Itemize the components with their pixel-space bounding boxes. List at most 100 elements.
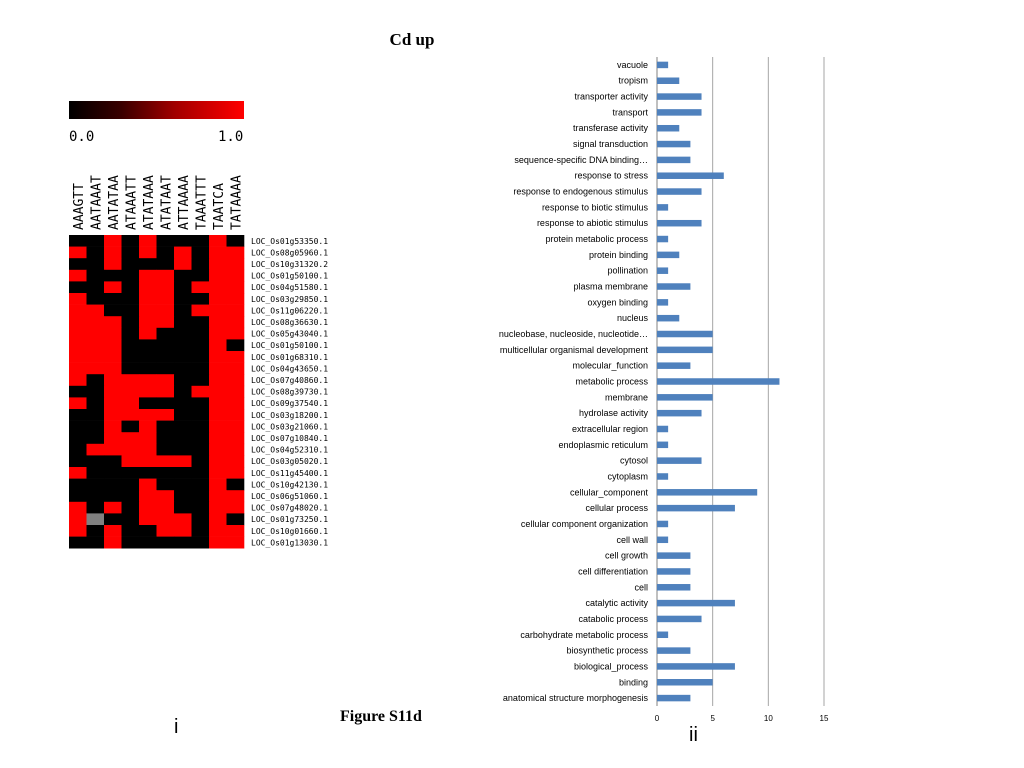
heatmap-chart: AAAGTT AATAAAT AATATAA ATAAATT ATATAAA ATATAA… (69, 175, 328, 549)
heatmap-cell (104, 293, 122, 305)
bar (657, 204, 669, 211)
heatmap-cell (121, 420, 140, 433)
heatmap-cell (104, 455, 122, 468)
heatmap-cell (191, 235, 210, 247)
heatmap-cell (104, 467, 122, 479)
heatmap-cell (174, 478, 192, 491)
heatmap-cell (226, 397, 245, 410)
heatmap-cell (156, 258, 175, 271)
category-label: transport (612, 107, 648, 117)
heatmap-cell (156, 443, 175, 456)
heatmap-column-label: ATATAAT (159, 175, 174, 230)
heatmap-cell (121, 258, 140, 271)
heatmap-cell (226, 351, 245, 363)
colorbar-max-label: 1.0 (218, 129, 244, 145)
heatmap-cell (209, 536, 227, 549)
category-label: plasma membrane (573, 282, 648, 292)
bar (657, 330, 713, 338)
bar (657, 61, 669, 69)
heatmap-cell (209, 420, 227, 433)
bar (657, 694, 691, 702)
category-label: tropism (618, 76, 648, 86)
heatmap-column-label: AATATAA (107, 175, 122, 230)
bar (657, 584, 691, 591)
bar (657, 473, 669, 480)
x-tick-label: 10 (764, 714, 773, 723)
heatmap-cell (139, 235, 157, 247)
heatmap-cell (226, 304, 245, 317)
bar (657, 299, 669, 306)
heatmap-cell (104, 397, 122, 410)
heatmap-cell (174, 246, 192, 259)
heatmap-row-label: LOC_Os08g39730.1 (251, 388, 328, 397)
heatmap-cell (86, 374, 105, 387)
heatmap-cell (121, 467, 140, 479)
heatmap-column-label: ATATAAA (142, 175, 157, 230)
heatmap-cell (86, 246, 105, 259)
category-label: cellular process (585, 503, 648, 513)
heatmap-cell (226, 409, 245, 421)
heatmap-cell (139, 525, 157, 537)
category-label: cell differentiation (578, 566, 648, 576)
heatmap-cell (86, 316, 105, 329)
x-tick-label: 15 (820, 714, 829, 723)
category-label: response to stress (574, 171, 648, 181)
category-label: nucleus (617, 313, 649, 323)
bar (657, 251, 680, 259)
heatmap-cell (226, 374, 245, 387)
heatmap-row-label: LOC_Os11g06220.1 (251, 306, 328, 315)
heatmap-cell (86, 258, 105, 271)
heatmap-cell (156, 455, 175, 468)
heatmap-row-label: LOC_Os07g40860.1 (251, 376, 328, 385)
heatmap-cell (156, 351, 175, 363)
heatmap-cell (191, 293, 210, 305)
heatmap-cell (191, 501, 210, 514)
heatmap-cell (86, 467, 105, 479)
heatmap-cell (156, 501, 175, 514)
category-label: response to abiotic stimulus (537, 218, 649, 228)
heatmap-cell (104, 269, 122, 282)
heatmap-cell (191, 327, 210, 340)
heatmap-cell (156, 327, 175, 340)
heatmap-cell (104, 385, 122, 398)
heatmap-row-label: LOC_Os07g48020.1 (251, 504, 328, 513)
heatmap-cell (86, 409, 105, 421)
heatmap-column-label: ATAAATT (124, 175, 139, 230)
heatmap-cell (191, 525, 210, 537)
bar (657, 441, 669, 449)
heatmap-cell (69, 304, 87, 317)
category-label: oxygen binding (587, 297, 648, 307)
bar (657, 520, 669, 528)
heatmap-cell (69, 281, 87, 294)
heatmap-cell (191, 478, 210, 491)
heatmap-cell (139, 362, 157, 375)
heatmap-cell (139, 246, 157, 259)
heatmap-cell (156, 536, 175, 549)
heatmap-cell (191, 304, 210, 317)
heatmap-cell (226, 490, 245, 503)
category-label: cell growth (605, 551, 648, 561)
heatmap-cell (69, 293, 87, 305)
heatmap-cell (104, 258, 122, 271)
heatmap-cell (121, 513, 140, 526)
category-label: cell (634, 582, 648, 592)
heatmap-cell (174, 513, 192, 526)
heatmap-cell (121, 455, 140, 468)
category-label: protein binding (589, 250, 648, 260)
heatmap-cell (226, 443, 245, 456)
category-label: biological_process (574, 661, 649, 671)
heatmap-cell (209, 443, 227, 456)
heatmap-cell (156, 316, 175, 329)
heatmap-column-label: TATAAAA (229, 175, 244, 230)
heatmap-cell (174, 409, 192, 421)
heatmap-cell (226, 478, 245, 491)
heatmap-cell (209, 327, 227, 340)
heatmap-cell (174, 374, 192, 387)
heatmap-cell (174, 316, 192, 329)
heatmap-cell (69, 397, 87, 410)
heatmap-cell (69, 501, 87, 514)
heatmap-cell (226, 513, 245, 526)
heatmap-cell (209, 490, 227, 503)
page-title: Cd up (389, 30, 435, 49)
bar (657, 599, 735, 607)
